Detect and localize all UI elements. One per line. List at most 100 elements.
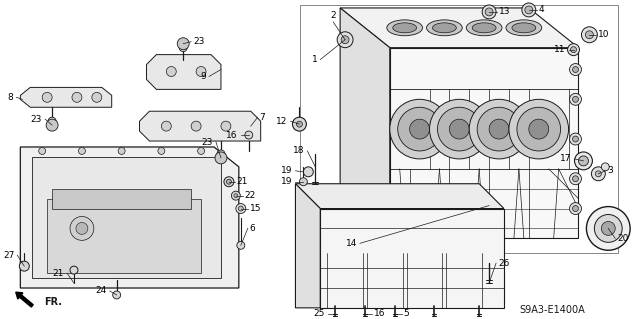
Circle shape bbox=[482, 5, 496, 19]
Text: 22: 22 bbox=[244, 191, 256, 200]
Circle shape bbox=[179, 44, 187, 52]
Circle shape bbox=[489, 119, 509, 139]
Circle shape bbox=[76, 222, 88, 234]
Circle shape bbox=[158, 147, 165, 154]
Ellipse shape bbox=[387, 20, 422, 36]
Circle shape bbox=[438, 107, 481, 151]
Polygon shape bbox=[390, 48, 579, 238]
Polygon shape bbox=[147, 55, 221, 89]
Text: 16: 16 bbox=[374, 309, 385, 318]
Polygon shape bbox=[340, 8, 579, 48]
Circle shape bbox=[586, 207, 630, 250]
Ellipse shape bbox=[433, 23, 456, 33]
Text: 16: 16 bbox=[227, 130, 238, 140]
Polygon shape bbox=[296, 184, 504, 209]
Text: 23: 23 bbox=[193, 37, 205, 46]
Polygon shape bbox=[47, 199, 201, 273]
Text: 19: 19 bbox=[281, 177, 292, 186]
Text: 2: 2 bbox=[330, 11, 336, 20]
Circle shape bbox=[166, 67, 176, 77]
Circle shape bbox=[602, 163, 609, 171]
Text: 26: 26 bbox=[498, 259, 509, 268]
Text: 12: 12 bbox=[276, 117, 287, 126]
Circle shape bbox=[46, 119, 58, 131]
Circle shape bbox=[70, 217, 94, 240]
Circle shape bbox=[232, 191, 241, 200]
Circle shape bbox=[573, 96, 579, 102]
Text: 17: 17 bbox=[560, 154, 572, 163]
Text: 11: 11 bbox=[554, 45, 566, 54]
Text: 23: 23 bbox=[202, 137, 213, 146]
Circle shape bbox=[570, 93, 582, 105]
Text: 10: 10 bbox=[598, 30, 610, 39]
Circle shape bbox=[118, 147, 125, 154]
Circle shape bbox=[19, 261, 29, 271]
Circle shape bbox=[227, 179, 232, 184]
Circle shape bbox=[191, 121, 201, 131]
Circle shape bbox=[72, 93, 82, 102]
Circle shape bbox=[236, 204, 246, 213]
Circle shape bbox=[221, 121, 231, 131]
Circle shape bbox=[429, 99, 489, 159]
Circle shape bbox=[586, 31, 593, 39]
Ellipse shape bbox=[467, 20, 502, 36]
Text: 5: 5 bbox=[404, 309, 410, 318]
Circle shape bbox=[238, 206, 243, 211]
Circle shape bbox=[303, 167, 314, 177]
Circle shape bbox=[525, 6, 532, 14]
Circle shape bbox=[341, 36, 349, 44]
Text: 14: 14 bbox=[346, 239, 357, 248]
Text: 21: 21 bbox=[52, 269, 64, 278]
Text: 8: 8 bbox=[8, 93, 13, 102]
Circle shape bbox=[70, 266, 78, 274]
Circle shape bbox=[196, 67, 206, 77]
Circle shape bbox=[215, 152, 227, 164]
Circle shape bbox=[410, 119, 429, 139]
Circle shape bbox=[570, 173, 582, 185]
Circle shape bbox=[568, 44, 579, 56]
Circle shape bbox=[92, 93, 102, 102]
Polygon shape bbox=[32, 157, 221, 278]
Text: 23: 23 bbox=[31, 115, 42, 124]
Circle shape bbox=[397, 107, 442, 151]
Circle shape bbox=[42, 93, 52, 102]
Ellipse shape bbox=[512, 23, 536, 33]
Circle shape bbox=[161, 121, 172, 131]
Circle shape bbox=[602, 221, 615, 235]
Circle shape bbox=[522, 3, 536, 17]
FancyArrow shape bbox=[16, 292, 33, 307]
Text: 7: 7 bbox=[260, 113, 266, 122]
Polygon shape bbox=[52, 189, 191, 209]
Circle shape bbox=[79, 147, 85, 154]
Circle shape bbox=[198, 147, 205, 154]
Polygon shape bbox=[140, 111, 260, 141]
Circle shape bbox=[177, 38, 189, 50]
Circle shape bbox=[517, 107, 561, 151]
Circle shape bbox=[244, 131, 253, 139]
Text: 27: 27 bbox=[3, 251, 14, 260]
Circle shape bbox=[477, 107, 521, 151]
Circle shape bbox=[337, 32, 353, 48]
Circle shape bbox=[296, 121, 302, 127]
Circle shape bbox=[595, 171, 602, 177]
Circle shape bbox=[591, 167, 605, 181]
Polygon shape bbox=[20, 147, 239, 288]
Circle shape bbox=[485, 8, 493, 16]
Text: 4: 4 bbox=[539, 5, 545, 14]
Polygon shape bbox=[320, 209, 504, 308]
Circle shape bbox=[449, 119, 469, 139]
Circle shape bbox=[573, 176, 579, 182]
Circle shape bbox=[529, 119, 548, 139]
Text: S9A3-E1400A: S9A3-E1400A bbox=[519, 305, 585, 315]
Text: 19: 19 bbox=[281, 166, 292, 175]
Text: 21: 21 bbox=[237, 177, 248, 186]
Text: FR.: FR. bbox=[44, 297, 62, 307]
Circle shape bbox=[509, 99, 568, 159]
Circle shape bbox=[113, 291, 121, 299]
Text: 13: 13 bbox=[499, 7, 511, 16]
Polygon shape bbox=[20, 87, 112, 107]
Circle shape bbox=[570, 203, 582, 214]
Text: 6: 6 bbox=[250, 224, 255, 233]
Circle shape bbox=[582, 27, 597, 43]
Circle shape bbox=[237, 241, 244, 249]
